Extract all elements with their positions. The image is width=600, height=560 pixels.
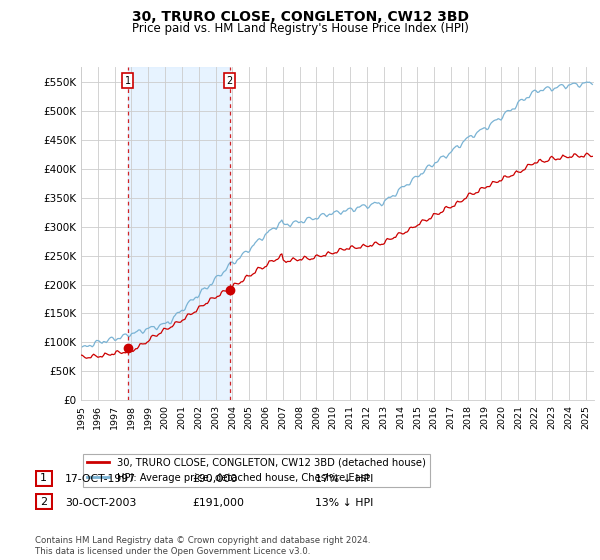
Text: 17% ↓ HPI: 17% ↓ HPI	[315, 474, 373, 484]
Text: 1: 1	[125, 76, 131, 86]
Text: 17-OCT-1997: 17-OCT-1997	[65, 474, 136, 484]
Text: 30, TRURO CLOSE, CONGLETON, CW12 3BD: 30, TRURO CLOSE, CONGLETON, CW12 3BD	[131, 10, 469, 24]
Text: 2: 2	[40, 497, 47, 507]
Text: Price paid vs. HM Land Registry's House Price Index (HPI): Price paid vs. HM Land Registry's House …	[131, 22, 469, 35]
Bar	[128, 67, 230, 400]
Text: £191,000: £191,000	[192, 498, 244, 508]
Text: £90,000: £90,000	[192, 474, 237, 484]
Text: 2: 2	[226, 76, 233, 86]
Text: 30-OCT-2003: 30-OCT-2003	[65, 498, 136, 508]
Text: Contains HM Land Registry data © Crown copyright and database right 2024.
This d: Contains HM Land Registry data © Crown c…	[35, 536, 370, 556]
Text: 13% ↓ HPI: 13% ↓ HPI	[315, 498, 373, 508]
Legend: 30, TRURO CLOSE, CONGLETON, CW12 3BD (detached house), HPI: Average price, detac: 30, TRURO CLOSE, CONGLETON, CW12 3BD (de…	[83, 454, 430, 487]
Text: 1: 1	[40, 473, 47, 483]
FancyBboxPatch shape	[36, 494, 52, 510]
FancyBboxPatch shape	[36, 470, 52, 486]
